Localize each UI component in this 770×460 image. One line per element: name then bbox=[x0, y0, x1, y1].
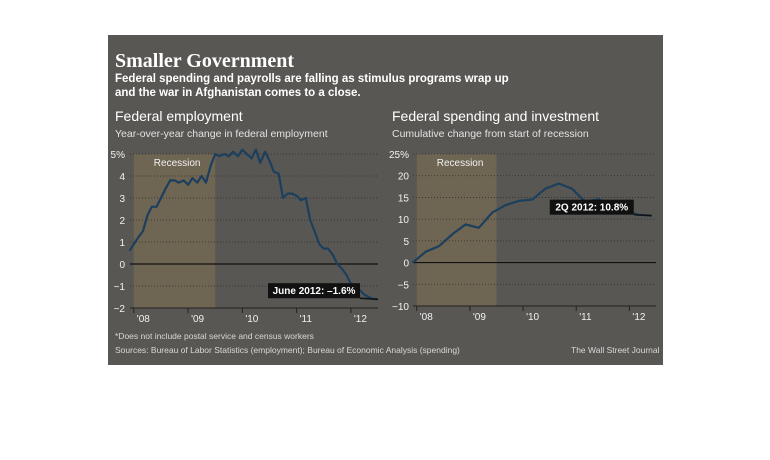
chart-2-ytick-label: −5 bbox=[398, 280, 410, 291]
chart-2-ytick-label: 0 bbox=[403, 259, 409, 270]
chart-1-xtick-label: '09 bbox=[191, 314, 204, 325]
chart-1-ytick-label: 1 bbox=[119, 238, 125, 249]
chart-1-xtick-label: '11 bbox=[300, 314, 313, 325]
chart-2-callout-leader bbox=[633, 213, 652, 217]
chart-1-ytick-label: 0 bbox=[119, 260, 125, 271]
chart-2-xtick-label: '09 bbox=[473, 312, 486, 323]
chart-1-ytick-label: 3 bbox=[119, 194, 125, 205]
chart-2-recession-label: Recession bbox=[437, 158, 484, 169]
chart-1-callout-box bbox=[268, 283, 360, 299]
dek-line-1: Federal spending and payrolls are fallin… bbox=[115, 73, 509, 85]
chart-1-ytick-label: −2 bbox=[114, 304, 126, 315]
headline: Smaller Government bbox=[115, 50, 295, 72]
chart-2-ytick-label: 10 bbox=[398, 215, 410, 226]
chart-2-ytick-label: 15 bbox=[398, 193, 410, 204]
chart-1-xtick-label: '08 bbox=[137, 314, 150, 325]
chart-1-series-line bbox=[128, 148, 378, 301]
chart-1-ytick-label: −1 bbox=[114, 282, 126, 293]
chart-2-ytick-label: −10 bbox=[392, 302, 409, 313]
chart-1-title: Federal employment bbox=[115, 108, 243, 124]
chart-2-callout-box bbox=[549, 199, 634, 215]
chart-2-xtick-label: '10 bbox=[526, 312, 539, 323]
chart-1-subtitle: Year-over-year change in federal employm… bbox=[115, 128, 328, 140]
chart-1-recession-label: Recession bbox=[154, 158, 201, 169]
chart-2-title: Federal spending and investment bbox=[392, 108, 600, 124]
chart-1-callout-label: June 2012: –1.6% bbox=[273, 286, 356, 297]
chart-2-ytick-label: 5 bbox=[403, 237, 409, 248]
credit: The Wall Street Journal bbox=[571, 345, 660, 355]
chart-2-xtick-label: '12 bbox=[632, 312, 645, 323]
chart-2-ytick-label: 25% bbox=[389, 150, 409, 161]
chart-1-ytick-label: 4 bbox=[119, 172, 125, 183]
chart-1-xtick-label: '12 bbox=[354, 314, 367, 325]
sources: Sources: Bureau of Labor Statistics (emp… bbox=[115, 345, 460, 355]
chart-1-ytick-label: 2 bbox=[119, 216, 125, 227]
chart-2-xtick-label: '08 bbox=[420, 312, 433, 323]
chart-1-callout-leader bbox=[359, 297, 379, 300]
footnote: *Does not include postal service and cen… bbox=[115, 331, 314, 341]
chart-1-xtick-label: '10 bbox=[245, 314, 258, 325]
chart-2-xtick-label: '11 bbox=[579, 312, 592, 323]
chart-1-ytick-label: 5% bbox=[111, 150, 126, 161]
chart-2-callout-label: 2Q 2012: 10.8% bbox=[555, 203, 628, 214]
chart-2-subtitle: Cumulative change from start of recessio… bbox=[392, 128, 589, 140]
dek-line-2: and the war in Afghanistan comes to a cl… bbox=[115, 87, 361, 99]
chart-2-ytick-label: 20 bbox=[398, 172, 410, 183]
